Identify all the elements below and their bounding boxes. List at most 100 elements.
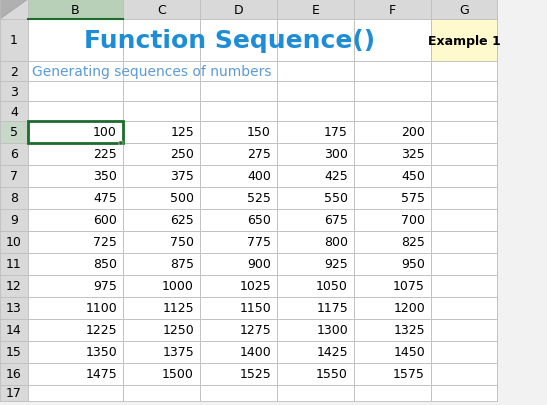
Text: 225: 225 — [93, 148, 117, 161]
Bar — [28, 166, 123, 188]
Bar — [28, 0, 123, 20]
Bar — [431, 209, 497, 231]
Bar — [431, 20, 497, 62]
Bar — [0, 82, 28, 102]
Bar — [0, 122, 28, 144]
Bar — [123, 341, 200, 363]
Bar — [277, 0, 354, 20]
Text: 275: 275 — [247, 148, 271, 161]
Bar — [0, 0, 28, 20]
Bar — [0, 254, 28, 275]
Bar — [28, 144, 123, 166]
Text: 1250: 1250 — [162, 324, 194, 337]
Bar — [200, 0, 277, 20]
Bar — [123, 166, 200, 188]
Bar — [123, 144, 200, 166]
Text: 725: 725 — [93, 236, 117, 249]
Text: 200: 200 — [401, 126, 425, 139]
Text: 6: 6 — [10, 148, 18, 161]
Text: 1275: 1275 — [239, 324, 271, 337]
Bar — [200, 297, 277, 319]
Bar — [123, 297, 200, 319]
Bar — [119, 142, 123, 146]
Text: 5: 5 — [10, 126, 18, 139]
Text: 875: 875 — [170, 258, 194, 271]
Text: 1150: 1150 — [239, 302, 271, 315]
Bar — [200, 122, 277, 144]
Bar — [200, 82, 277, 102]
Bar — [200, 363, 277, 385]
Bar — [123, 102, 200, 122]
Bar — [123, 82, 200, 102]
Bar — [0, 385, 28, 401]
Text: 3: 3 — [10, 85, 18, 98]
Bar — [354, 144, 431, 166]
Text: 625: 625 — [170, 214, 194, 227]
Bar — [28, 319, 123, 341]
Text: 1325: 1325 — [393, 324, 425, 337]
Bar — [0, 62, 28, 82]
Text: 375: 375 — [170, 170, 194, 183]
Bar — [200, 188, 277, 209]
Text: 17: 17 — [6, 386, 22, 399]
Text: 450: 450 — [401, 170, 425, 183]
Bar — [28, 341, 123, 363]
Bar — [123, 188, 200, 209]
Text: 175: 175 — [324, 126, 348, 139]
Text: 9: 9 — [10, 214, 18, 227]
Text: 1550: 1550 — [316, 368, 348, 381]
Bar — [431, 363, 497, 385]
Text: 10: 10 — [6, 236, 22, 249]
Bar — [354, 319, 431, 341]
Bar — [123, 20, 200, 62]
Text: 125: 125 — [170, 126, 194, 139]
Text: 300: 300 — [324, 148, 348, 161]
Bar — [354, 188, 431, 209]
Bar — [431, 62, 497, 82]
Text: 1500: 1500 — [162, 368, 194, 381]
Text: 8: 8 — [10, 192, 18, 205]
Text: G: G — [459, 4, 469, 17]
Bar — [277, 20, 354, 62]
Bar — [277, 275, 354, 297]
Text: 525: 525 — [247, 192, 271, 205]
Text: 325: 325 — [401, 148, 425, 161]
Bar — [431, 20, 497, 62]
Text: 7: 7 — [10, 170, 18, 183]
Bar — [277, 231, 354, 254]
Text: 15: 15 — [6, 345, 22, 358]
Bar — [277, 166, 354, 188]
Bar — [28, 122, 123, 144]
Text: 700: 700 — [401, 214, 425, 227]
Bar — [431, 297, 497, 319]
Text: 16: 16 — [6, 368, 22, 381]
Bar — [123, 62, 200, 82]
Bar — [28, 209, 123, 231]
Bar — [0, 209, 28, 231]
Bar — [0, 166, 28, 188]
Bar — [354, 385, 431, 401]
Bar — [200, 275, 277, 297]
Bar — [354, 231, 431, 254]
Text: 1375: 1375 — [162, 345, 194, 358]
Text: C: C — [157, 4, 166, 17]
Bar — [354, 254, 431, 275]
Bar — [354, 297, 431, 319]
Bar — [431, 319, 497, 341]
Text: 2: 2 — [10, 65, 18, 78]
Bar — [431, 275, 497, 297]
Bar — [0, 319, 28, 341]
Text: 1400: 1400 — [239, 345, 271, 358]
Text: 850: 850 — [93, 258, 117, 271]
Bar — [277, 102, 354, 122]
Bar — [354, 0, 431, 20]
Text: Function Sequence(): Function Sequence() — [84, 29, 375, 53]
Bar — [200, 144, 277, 166]
Bar — [200, 166, 277, 188]
Bar — [200, 20, 277, 62]
Bar — [277, 319, 354, 341]
Text: 1100: 1100 — [85, 302, 117, 315]
Text: 675: 675 — [324, 214, 348, 227]
Text: 775: 775 — [247, 236, 271, 249]
Bar — [28, 231, 123, 254]
